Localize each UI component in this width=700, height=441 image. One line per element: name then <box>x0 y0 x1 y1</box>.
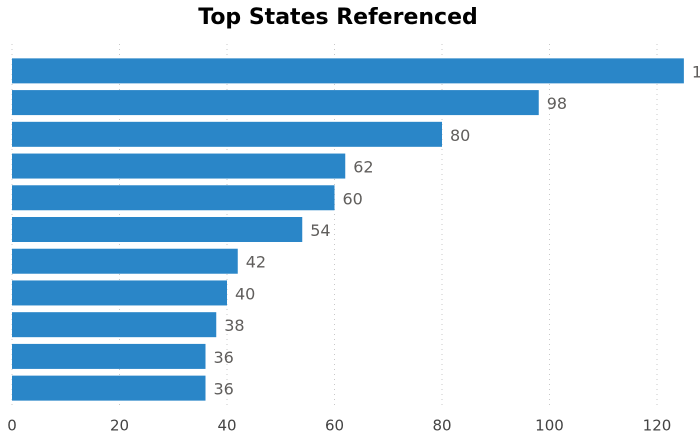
bar <box>12 343 206 369</box>
x-tick-label: 40 <box>217 417 236 435</box>
x-tick-label: 0 <box>7 417 17 435</box>
value-label: 36 <box>214 380 234 399</box>
value-label: 42 <box>246 253 266 272</box>
bar <box>12 153 346 179</box>
value-label: 98 <box>547 94 567 113</box>
value-label: 125 <box>692 62 700 81</box>
value-label: 54 <box>310 221 330 240</box>
bar <box>12 90 539 116</box>
value-label: 60 <box>343 189 363 208</box>
value-label: 80 <box>450 126 470 145</box>
x-tick-label: 100 <box>535 417 564 435</box>
bar <box>12 312 217 338</box>
bar <box>12 248 238 274</box>
x-tick-label: 120 <box>643 417 672 435</box>
bar <box>12 280 227 306</box>
bar <box>12 185 335 211</box>
x-tick-label: 20 <box>110 417 129 435</box>
bar <box>12 375 206 401</box>
x-tick-label: 80 <box>432 417 451 435</box>
value-label: 40 <box>235 284 255 303</box>
bar <box>12 121 442 147</box>
bar <box>12 217 303 242</box>
bar <box>12 58 684 84</box>
value-label: 36 <box>214 348 234 367</box>
x-tick-label: 60 <box>325 417 344 435</box>
value-label: 38 <box>224 316 244 335</box>
chart-title: Top States Referenced <box>198 5 478 30</box>
value-label: 62 <box>353 158 373 177</box>
